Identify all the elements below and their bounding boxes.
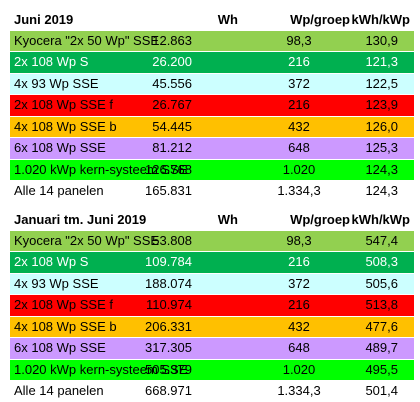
kwh-kwp-value: 121,3: [365, 54, 398, 69]
header-kwh-kwp: kWh/kWp: [351, 12, 411, 27]
kwh-kwp-value: 125,3: [365, 140, 398, 155]
wp-groep-value: 1.020: [282, 361, 316, 377]
wh-value: 110.974: [145, 297, 192, 312]
table-body: Kyocera "2x 50 Wp" SSE 53.808 98,3 547,4 2x …: [10, 230, 414, 402]
panel-name: 4x 93 Wp SSE: [14, 75, 99, 91]
wp-groep-value: 648: [288, 140, 310, 155]
wh-value: 81.212: [152, 140, 192, 155]
wh-value: 26.767: [152, 97, 192, 112]
panel-name: 2x 108 Wp S: [14, 54, 89, 69]
wh-value: 188.074: [145, 275, 192, 291]
table-row: Kyocera "2x 50 Wp" SSE 12.863 98,3 130,9: [10, 30, 414, 51]
panel-name: Kyocera "2x 50 Wp" SSE: [14, 232, 160, 248]
table-row: Alle 14 panelen 165.831 1.334,3 124,3: [10, 180, 414, 202]
wp-groep-value: 372: [288, 75, 310, 91]
panel-name: 2x 108 Wp S: [14, 254, 89, 269]
kwh-kwp-value: 124,3: [365, 161, 398, 177]
kwh-kwp-value: 122,5: [365, 75, 398, 91]
wh-value: 53.808: [152, 232, 192, 248]
table-header: Januari tm. Juni 2019 Wh Wp/groep kWh/kW…: [10, 210, 414, 231]
wp-groep-value: 432: [288, 118, 310, 134]
kwh-kwp-value: 501,4: [365, 383, 398, 398]
table-body: Kyocera "2x 50 Wp" SSE 12.863 98,3 130,9 2x …: [10, 30, 414, 202]
table-row: 1.020 kWp kern-systeem SSE 126.768 1.020 12…: [10, 158, 414, 180]
wp-groep-value: 216: [288, 97, 310, 112]
header-wh: Wh: [217, 12, 238, 27]
panel-name: 4x 108 Wp SSE b: [14, 318, 117, 334]
panel-name: Kyocera "2x 50 Wp" SSE: [14, 32, 160, 48]
header-wp-groep: Wp/groep: [290, 12, 350, 27]
table-row: 4x 108 Wp SSE b 54.445 432 126,0: [10, 115, 414, 137]
wh-value: 165.831: [145, 183, 192, 198]
wp-groep-value: 98,3: [286, 32, 312, 48]
table-row: 2x 108 Wp SSE f 26.767 216 123,9: [10, 94, 414, 116]
kwh-kwp-value: 513,8: [365, 297, 398, 312]
table-row: 6x 108 Wp SSE 317.305 648 489,7: [10, 337, 414, 359]
table-row: 2x 108 Wp S 109.784 216 508,3: [10, 251, 414, 273]
wp-groep-value: 1.334,3: [277, 383, 321, 398]
wp-groep-value: 648: [288, 340, 310, 355]
panel-name: 4x 93 Wp SSE: [14, 275, 99, 291]
header-period: Juni 2019: [14, 12, 74, 27]
wp-groep-value: 216: [288, 54, 310, 69]
kwh-kwp-value: 547,4: [365, 232, 398, 248]
panel-name: 2x 108 Wp SSE f: [14, 97, 113, 112]
table-row: 2x 108 Wp SSE f 110.974 216 513,8: [10, 294, 414, 316]
kwh-kwp-value: 124,3: [365, 183, 398, 198]
wp-groep-value: 216: [288, 254, 310, 269]
table-row: 4x 93 Wp SSE 188.074 372 505,6: [10, 272, 414, 294]
table-januari-tm-juni-2019: Januari tm. Juni 2019 Wh Wp/groep kWh/kW…: [10, 210, 414, 402]
kwh-kwp-value: 508,3: [365, 254, 398, 269]
kwh-kwp-value: 489,7: [365, 340, 398, 355]
wh-value: 45.556: [152, 75, 192, 91]
panel-name: 6x 108 Wp SSE: [14, 340, 106, 355]
wh-value: 26.200: [152, 54, 192, 69]
header-period: Januari tm. Juni 2019: [14, 212, 147, 227]
table-row: 1.020 kWp kern-systeem SSE 505.379 1.020 49…: [10, 358, 414, 380]
kwh-kwp-value: 123,9: [365, 97, 398, 112]
table-row: 4x 108 Wp SSE b 206.331 432 477,6: [10, 315, 414, 337]
panel-name: 1.020 kWp kern-systeem SSE: [14, 361, 188, 377]
wh-value: 126.768: [145, 161, 192, 177]
wp-groep-value: 98,3: [286, 232, 312, 248]
panel-name: 6x 108 Wp SSE: [14, 140, 106, 155]
header-wh: Wh: [217, 212, 238, 227]
kwh-kwp-value: 126,0: [365, 118, 398, 134]
wp-groep-value: 1.334,3: [277, 183, 321, 198]
wh-value: 54.445: [152, 118, 192, 134]
header-kwh-kwp: kWh/kWp: [351, 212, 411, 227]
kwh-kwp-value: 477,6: [365, 318, 398, 334]
panel-name: 2x 108 Wp SSE f: [14, 297, 113, 312]
wp-groep-value: 432: [288, 318, 310, 334]
panel-name: Alle 14 panelen: [14, 183, 104, 198]
kwh-kwp-value: 495,5: [365, 361, 398, 377]
table-row: 4x 93 Wp SSE 45.556 372 122,5: [10, 72, 414, 94]
table-header: Juni 2019 Wh Wp/groep kWh/kWp: [10, 10, 414, 31]
wh-value: 109.784: [145, 254, 192, 269]
kwh-kwp-value: 505,6: [365, 275, 398, 291]
wh-value: 206.331: [145, 318, 192, 334]
panel-name: Alle 14 panelen: [14, 383, 104, 398]
wh-value: 317.305: [145, 340, 192, 355]
table-row: Alle 14 panelen 668.971 1.334,3 501,4: [10, 380, 414, 402]
wh-value: 668.971: [145, 383, 192, 398]
table-row: 2x 108 Wp S 26.200 216 121,3: [10, 51, 414, 73]
panel-name: 1.020 kWp kern-systeem SSE: [14, 161, 188, 177]
wp-groep-value: 216: [288, 297, 310, 312]
table-juni-2019: Juni 2019 Wh Wp/groep kWh/kWp Kyocera "2…: [10, 10, 414, 202]
wp-groep-value: 1.020: [282, 161, 316, 177]
table-row: 6x 108 Wp SSE 81.212 648 125,3: [10, 137, 414, 159]
kwh-kwp-value: 130,9: [365, 32, 398, 48]
header-wp-groep: Wp/groep: [290, 212, 350, 227]
wh-value: 12.863: [152, 32, 192, 48]
table-row: Kyocera "2x 50 Wp" SSE 53.808 98,3 547,4: [10, 230, 414, 251]
wp-groep-value: 372: [288, 275, 310, 291]
wh-value: 505.379: [145, 361, 192, 377]
panel-name: 4x 108 Wp SSE b: [14, 118, 117, 134]
